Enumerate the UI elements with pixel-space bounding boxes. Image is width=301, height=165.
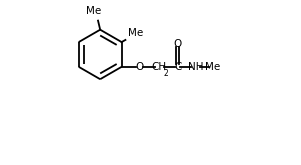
Text: Me: Me [128,28,143,38]
Text: C: C [174,62,182,72]
Text: Me: Me [205,62,220,72]
Text: Me: Me [86,6,101,16]
Text: O: O [136,62,144,72]
Text: NH: NH [188,62,203,72]
Text: CH: CH [151,62,166,72]
Text: 2: 2 [163,69,168,78]
Text: O: O [174,39,182,49]
